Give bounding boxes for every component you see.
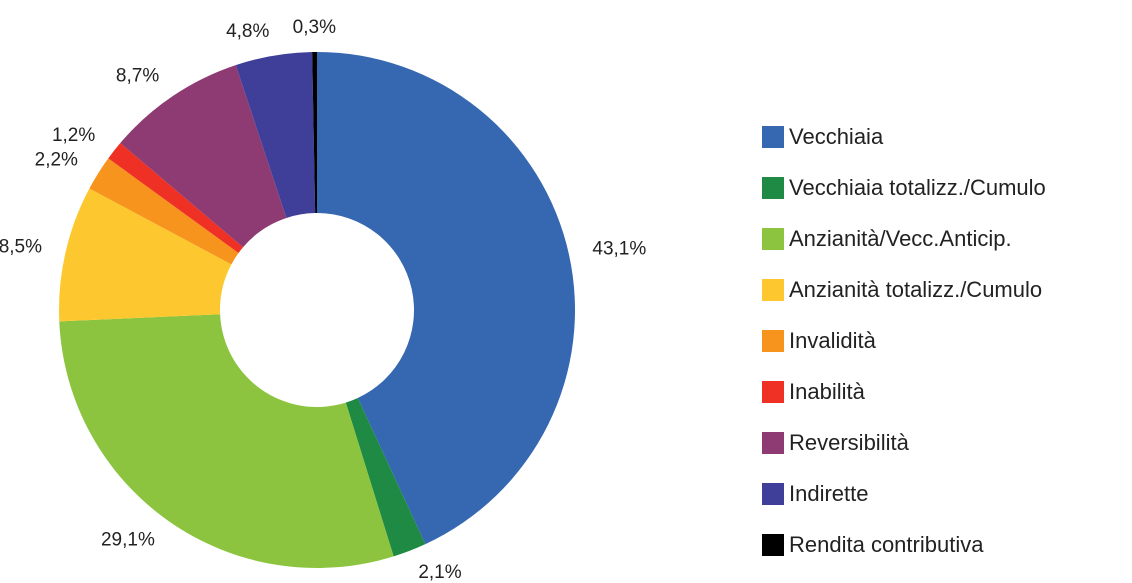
slice xyxy=(89,158,239,265)
data-label: 43,1% xyxy=(592,238,646,259)
slice xyxy=(59,188,232,322)
legend-swatch xyxy=(762,126,784,148)
slice xyxy=(108,143,244,253)
legend-label: Inabilità xyxy=(789,379,866,404)
legend-label: Anzianità totalizz./Cumulo xyxy=(789,277,1042,302)
data-label: 2,2% xyxy=(35,149,78,170)
data-label: 2,1% xyxy=(418,562,461,583)
data-label: 1,2% xyxy=(52,125,95,146)
legend-swatch xyxy=(762,330,784,352)
legend-label: Vecchiaia totalizz./Cumulo xyxy=(789,175,1046,200)
legend-label: Invalidità xyxy=(789,328,877,353)
slice xyxy=(120,65,287,248)
slice xyxy=(345,398,426,557)
data-label: 4,8% xyxy=(226,21,269,42)
legend-label: Vecchiaia xyxy=(789,124,884,149)
legend-swatch xyxy=(762,432,784,454)
legend-label: Rendita contributiva xyxy=(789,532,984,557)
slice xyxy=(235,52,316,218)
legend-swatch xyxy=(762,177,784,199)
data-label: 8,5% xyxy=(0,237,42,258)
legend-swatch xyxy=(762,534,784,556)
slice xyxy=(59,314,394,568)
slice xyxy=(317,52,575,545)
data-label: 29,1% xyxy=(101,530,155,551)
slice xyxy=(312,52,317,214)
legend-label: Anzianità/Vecc.Anticip. xyxy=(789,226,1012,251)
legend-label: Indirette xyxy=(789,481,869,506)
legend-swatch xyxy=(762,483,784,505)
data-label: 0,3% xyxy=(293,17,336,38)
legend-label: Reversibilità xyxy=(789,430,910,455)
data-label: 8,7% xyxy=(116,65,159,86)
legend-swatch xyxy=(762,381,784,403)
legend-swatch xyxy=(762,228,784,250)
legend-swatch xyxy=(762,279,784,301)
